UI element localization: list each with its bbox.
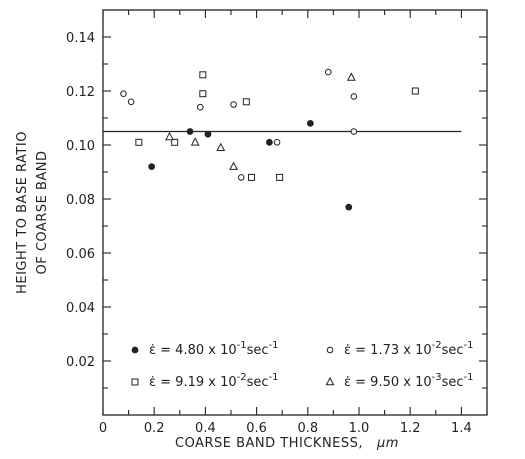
x-tick-label: 0.4 xyxy=(195,421,216,436)
data-point xyxy=(171,138,179,146)
legend-entry: ε̇ = 9.19 x 10-2sec-1 xyxy=(131,372,279,390)
legend-marker xyxy=(325,376,335,386)
data-point xyxy=(247,173,255,181)
legend-exponent: -1 xyxy=(237,340,247,351)
x-tick-label: 1.2 xyxy=(400,421,421,436)
legend-unit: sec xyxy=(442,375,464,390)
legend-unit: sec xyxy=(247,343,269,358)
x-tick-label: 1.4 xyxy=(451,421,472,436)
legend-unit-exponent: -1 xyxy=(269,372,279,383)
legend-entry: ε̇ = 4.80 x 10-1sec-1 xyxy=(131,340,279,358)
legend-entry: ε̇ = 1.73 x 10-2sec-1 xyxy=(326,340,474,358)
data-point xyxy=(230,101,237,108)
x-tick-label: 0.2 xyxy=(144,421,165,436)
legend-exponent: -2 xyxy=(432,340,442,351)
data-point xyxy=(350,128,358,135)
data-point xyxy=(273,139,281,146)
data-point xyxy=(190,137,200,146)
data-point xyxy=(266,138,273,146)
data-point xyxy=(186,128,194,135)
data-point xyxy=(165,131,174,141)
data-point xyxy=(199,71,207,79)
data-point xyxy=(345,203,353,211)
x-axis-label: COARSE BAND THICKNESS, μm xyxy=(175,436,399,451)
x-tick-label: 0 xyxy=(99,421,107,436)
x-tick-label: 0.6 xyxy=(246,421,267,436)
y-axis-label: HEIGHT TO BASE RATIO OF COARSE BAND xyxy=(15,131,50,294)
legend-entry: ε̇ = 9.50 x 10-3sec-1 xyxy=(325,372,474,390)
data-point xyxy=(350,93,358,100)
legend-label: ε̇ = 1.73 x 10-2sec-1 xyxy=(344,340,474,358)
x-axis-unit: μm xyxy=(376,436,399,451)
data-point xyxy=(242,98,250,106)
data-point xyxy=(204,130,212,138)
y-tick-label: 0.02 xyxy=(66,355,95,370)
data-point xyxy=(216,142,226,151)
legend-exponent: -3 xyxy=(432,372,442,383)
data-point xyxy=(346,72,356,81)
data-point xyxy=(127,98,135,106)
y-tick-label: 0.08 xyxy=(66,193,95,208)
data-point xyxy=(306,120,314,127)
legend-exponent: -2 xyxy=(237,372,247,383)
plot-frame xyxy=(102,9,488,416)
legend-marker xyxy=(326,346,334,354)
y-tick-label: 0.12 xyxy=(66,85,95,100)
data-point xyxy=(411,87,419,95)
data-point xyxy=(196,103,204,111)
y-tick-label: 0.14 xyxy=(66,31,95,46)
y-axis-label-line: OF COARSE BAND xyxy=(35,151,50,275)
data-point xyxy=(135,138,143,146)
legend-marker xyxy=(131,346,139,354)
y-tick-label: 0.04 xyxy=(66,301,95,316)
data-point xyxy=(120,90,127,97)
legend-marker xyxy=(131,378,139,386)
legend-unit: sec xyxy=(247,375,269,390)
legend-label: ε̇ = 9.50 x 10-3sec-1 xyxy=(344,372,474,390)
x-tick-label: 1.0 xyxy=(349,421,370,436)
plot-area: 0 0.2 0.4 0.6 0.8 1.0 1.2 1.4 0.02 0.04 0.06 0.08 0.… xyxy=(15,9,488,451)
data-point xyxy=(148,163,156,171)
legend-unit-exponent: -1 xyxy=(464,372,474,383)
data-point xyxy=(229,161,238,170)
data-point xyxy=(324,68,332,76)
y-axis-label-line: HEIGHT TO BASE RATIO xyxy=(15,131,30,294)
legend-label: ε̇ = 4.80 x 10-1sec-1 xyxy=(149,340,279,358)
data-point xyxy=(199,90,207,98)
data-point xyxy=(276,173,284,181)
legend-unit: sec xyxy=(442,343,464,358)
x-tick-label: 0.8 xyxy=(297,421,318,436)
legend-unit-exponent: -1 xyxy=(269,340,279,351)
legend-label: ε̇ = 9.19 x 10-2sec-1 xyxy=(149,372,279,390)
data-point xyxy=(237,174,245,181)
y-tick-label: 0.06 xyxy=(66,247,95,262)
y-tick-label: 0.10 xyxy=(66,139,95,154)
legend-unit-exponent: -1 xyxy=(464,340,474,351)
